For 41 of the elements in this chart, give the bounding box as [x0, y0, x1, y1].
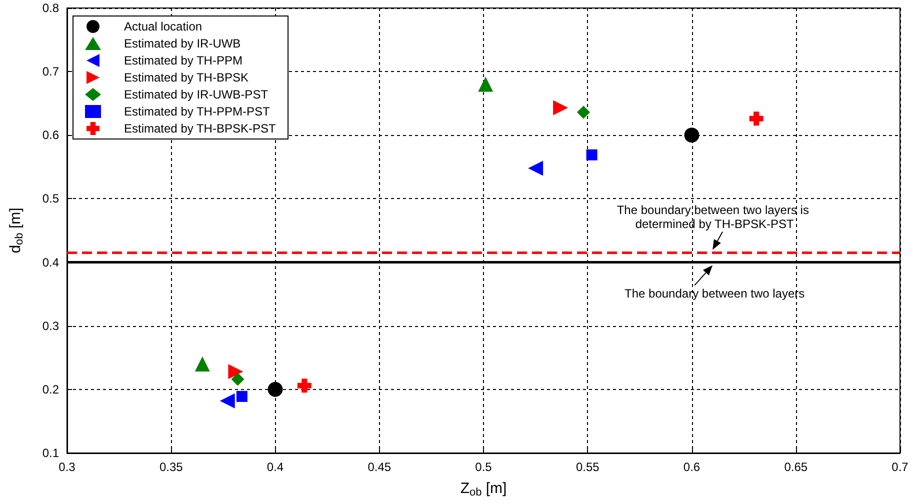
legend-label: Estimated by IR-UWB — [124, 36, 241, 50]
point — [194, 356, 210, 372]
point — [236, 390, 248, 402]
y-tick-label: 0.5 — [42, 192, 60, 206]
y-tick-label: 0.2 — [42, 382, 60, 396]
legend-label: Estimated by TH-PPM — [124, 54, 242, 68]
y-tick-label: 0.6 — [42, 128, 60, 142]
point — [478, 76, 494, 92]
x-tick-label: 0.45 — [368, 460, 392, 474]
x-tick-label: 0.5 — [475, 460, 492, 474]
point — [586, 149, 598, 160]
point — [228, 364, 244, 380]
point — [576, 106, 590, 119]
point — [684, 128, 700, 143]
legend-label: Estimated by IR-UWB-PST — [124, 88, 269, 102]
ref-line-label: The boundary between two layers — [624, 286, 805, 300]
y-tick-label: 0.7 — [42, 64, 60, 79]
point — [528, 160, 544, 176]
point — [231, 372, 244, 386]
point — [553, 100, 568, 116]
point — [749, 112, 764, 126]
x-tick-label: 0.65 — [784, 460, 808, 474]
x-tick-label: 0.3 — [58, 460, 76, 474]
y-tick-label: 0.3 — [42, 318, 60, 333]
y-tick-label: 0.1 — [42, 446, 60, 460]
y-axis-title: dob [m] — [7, 208, 26, 254]
x-tick-label: 0.7 — [892, 460, 909, 474]
point — [297, 378, 312, 393]
x-tick-label: 0.35 — [159, 460, 184, 474]
legend-label: Estimated by TH-BPSK-PST — [124, 122, 276, 136]
legend-label: Actual location — [124, 20, 202, 34]
ref-line-label: The boundary between two layers is determined by TH-BPSK-PST — [616, 202, 812, 231]
x-tick-label: 0.4 — [266, 460, 284, 474]
legend-label: Estimated by TH-BPSK — [124, 70, 248, 84]
y-tick-label: 0.4 — [42, 255, 60, 270]
x-tick-label: 0.55 — [576, 460, 600, 474]
legend-label: Estimated by TH-PPM-PST — [124, 104, 270, 118]
x-tick-label: 0.6 — [683, 460, 700, 474]
point — [220, 393, 235, 408]
point — [268, 382, 283, 397]
y-tick-label: 0.8 — [42, 1, 60, 15]
